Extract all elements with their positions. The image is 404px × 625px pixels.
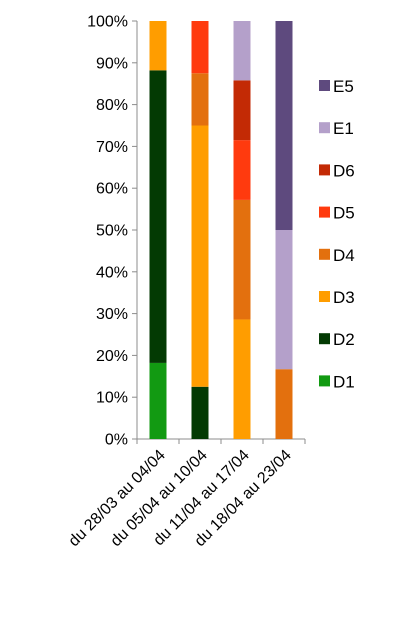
legend-label: D2 bbox=[333, 330, 355, 349]
legend-swatch bbox=[319, 122, 330, 134]
bar-segment-d4 bbox=[233, 199, 251, 320]
bar-segment-e1 bbox=[275, 230, 293, 370]
bar-segment-d5 bbox=[233, 140, 251, 200]
bar-segment-d4 bbox=[191, 73, 209, 126]
y-tick-label: 70% bbox=[96, 139, 128, 156]
bar-segment-d2 bbox=[149, 70, 167, 363]
bar-segment-d3 bbox=[149, 21, 167, 71]
y-tick-label: 80% bbox=[96, 97, 128, 114]
legend-label: D1 bbox=[333, 372, 355, 391]
y-tick-label: 100% bbox=[87, 14, 128, 31]
y-tick-label: 0% bbox=[105, 432, 128, 449]
y-axis: 0% 10% 20% 30% 40% 50% 60% 70% 80% 90% 100% bbox=[87, 14, 138, 449]
legend-swatch bbox=[319, 248, 330, 260]
bar-segment-d6 bbox=[233, 80, 251, 141]
legend-label: E5 bbox=[333, 77, 354, 96]
bar-segment-e1 bbox=[233, 21, 251, 81]
y-tick-label: 90% bbox=[96, 55, 128, 72]
bars bbox=[149, 21, 293, 439]
bar-segment-d3 bbox=[191, 125, 209, 387]
y-tick-label: 60% bbox=[96, 181, 128, 198]
y-tick-label: 20% bbox=[96, 348, 128, 365]
bar-segment-d4 bbox=[275, 369, 293, 439]
legend: E5 E1 D6 D5 D4 D3 D2 D1 bbox=[319, 77, 355, 391]
legend-label: D6 bbox=[333, 161, 355, 180]
y-tick-label: 40% bbox=[96, 264, 128, 281]
bar-segment-d5 bbox=[191, 21, 209, 74]
legend-swatch bbox=[319, 206, 330, 218]
bar-segment-d2 bbox=[191, 386, 209, 439]
y-tick-label: 30% bbox=[96, 306, 128, 323]
legend-swatch bbox=[319, 333, 330, 345]
bar-segment-d3 bbox=[233, 319, 251, 439]
legend-label: D3 bbox=[333, 288, 355, 307]
legend-swatch bbox=[319, 375, 330, 387]
legend-label: D5 bbox=[333, 204, 355, 223]
legend-swatch bbox=[319, 164, 330, 176]
y-tick-label: 50% bbox=[96, 223, 128, 240]
bar-segment-e5 bbox=[275, 21, 293, 230]
y-tick-label: 10% bbox=[96, 390, 128, 407]
legend-label: D4 bbox=[333, 246, 355, 265]
legend-swatch bbox=[319, 80, 330, 91]
bar-segment-d1 bbox=[149, 362, 167, 439]
legend-label: E1 bbox=[333, 119, 354, 138]
legend-swatch bbox=[319, 291, 330, 302]
